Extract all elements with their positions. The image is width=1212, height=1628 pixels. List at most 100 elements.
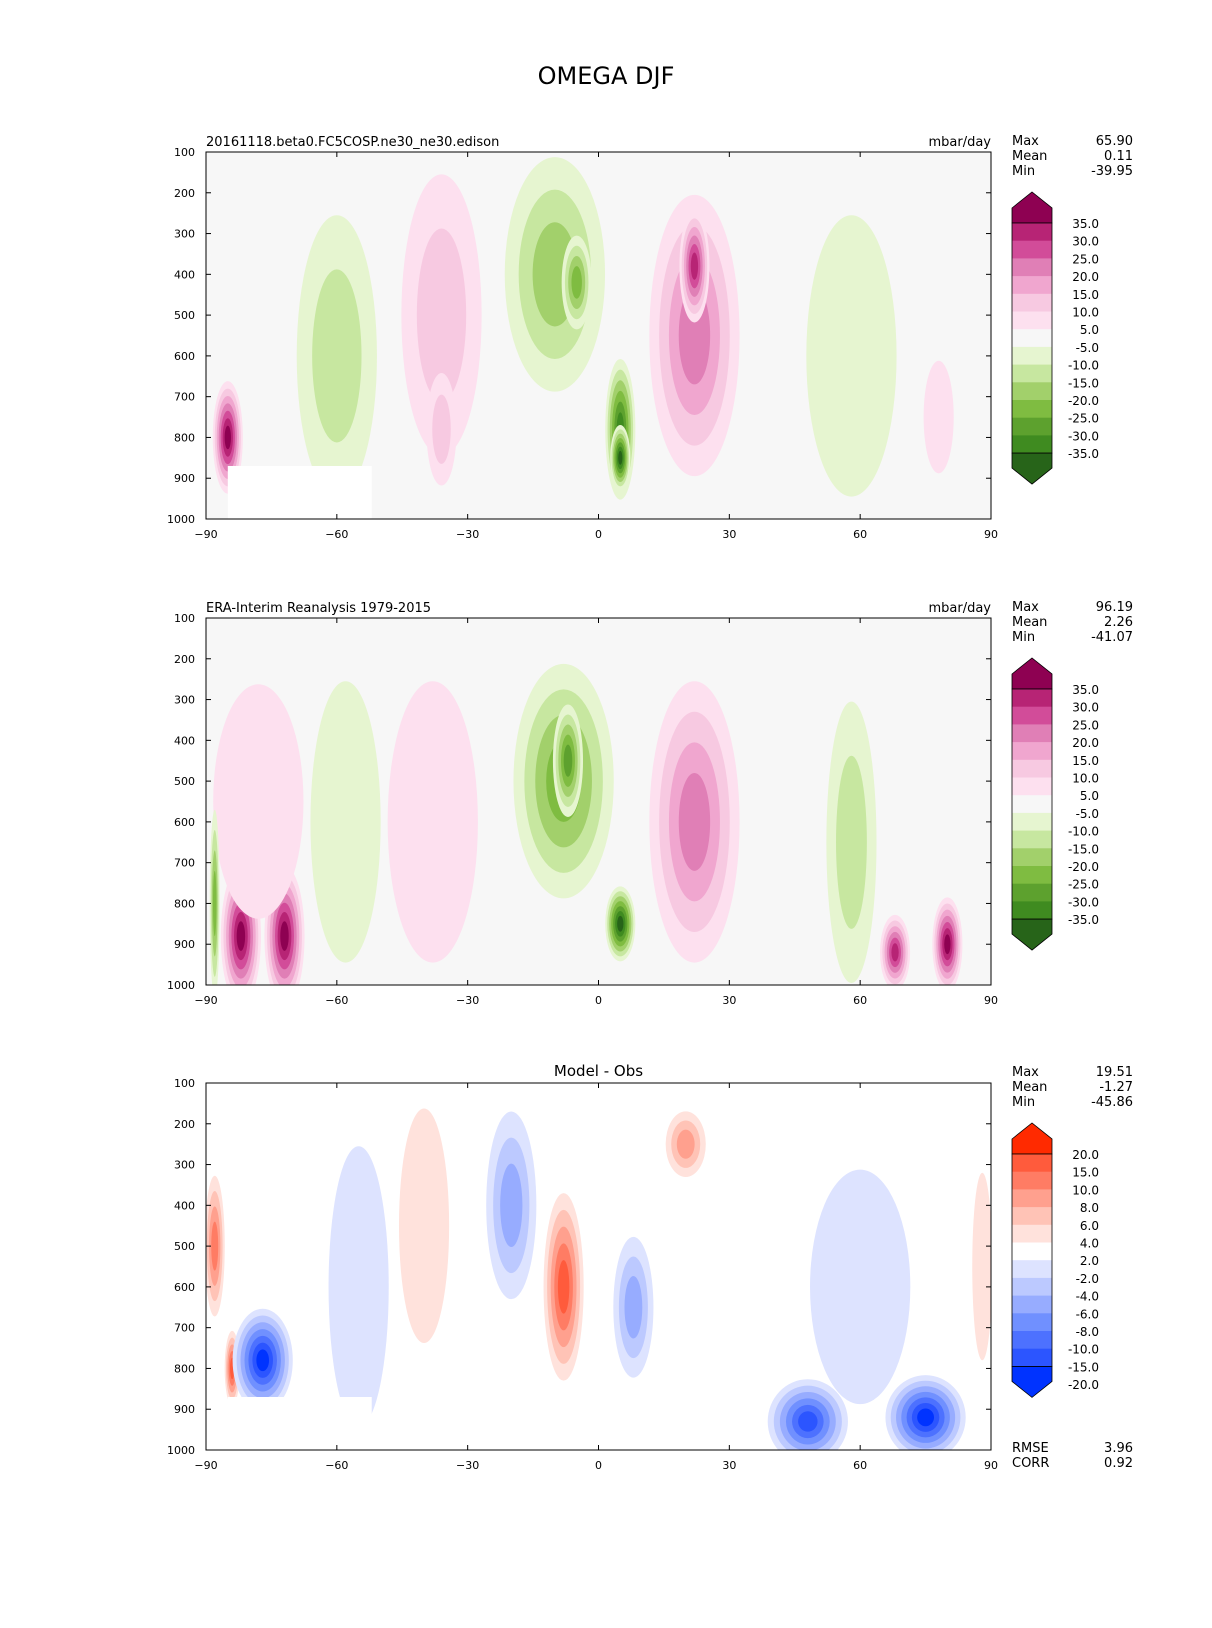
colorbar: 20.0 15.0 10.0 8.0 6.0 4.0 2.0 -2.0 -4.0 -6.0 -8.0…: [1011, 1122, 1099, 1398]
x-tick-label: −30: [456, 994, 479, 1007]
contour-cell-7-5: [557, 1260, 570, 1314]
stat-value: -41.07: [1091, 630, 1133, 645]
colorbar-segment: [1012, 1331, 1052, 1350]
colorbar-segment: [1012, 435, 1052, 454]
colorbar-label: 20.0: [1072, 736, 1099, 750]
stat-value: 0.11: [1104, 149, 1133, 164]
colorbar-label: -35.0: [1068, 913, 1099, 927]
colorbar-label: -8.0: [1076, 1325, 1099, 1339]
contour-cell-9-7: [617, 915, 624, 932]
colorbar-segment: [1012, 795, 1052, 814]
x-tick-label: −60: [325, 1459, 348, 1472]
bottom-stat-value: 3.96: [1104, 1441, 1133, 1456]
colorbar-segment: [1012, 1295, 1052, 1314]
colorbar-label: -2.0: [1076, 1272, 1099, 1286]
colorbar-segment: [1012, 883, 1052, 902]
colorbar-label: 15.0: [1072, 754, 1099, 768]
colorbar-segment: [1012, 742, 1052, 761]
contour-cell-10-6: [798, 1411, 818, 1432]
figure-title: OMEGA DJF: [538, 62, 675, 90]
contour-cell-10-6: [690, 252, 699, 280]
contour-cell-1-7: [224, 425, 231, 450]
x-tick-label: 30: [722, 528, 736, 541]
colorbar-label: -5.0: [1076, 807, 1099, 821]
colorbar-segment: [1012, 417, 1052, 436]
colorbar-segment: [1012, 276, 1052, 295]
y-tick-label: 700: [174, 1322, 195, 1335]
x-tick-label: −60: [325, 994, 348, 1007]
stat-value: 2.26: [1104, 615, 1133, 630]
x-tick-label: 60: [853, 994, 867, 1007]
y-tick-label: 100: [174, 146, 195, 159]
colorbar-segment: [1012, 812, 1052, 832]
contour-cell-3-7: [256, 1349, 270, 1372]
contour-cell-8-5: [563, 744, 573, 777]
colorbar-label: 35.0: [1072, 683, 1099, 697]
stat-label: Max: [1012, 1065, 1039, 1080]
y-tick-label: 300: [174, 694, 195, 707]
colorbar-label: 8.0: [1080, 1201, 1099, 1215]
x-tick-label: −90: [194, 994, 217, 1007]
contour-cell-5-1: [310, 681, 381, 963]
y-tick-label: 900: [174, 1403, 195, 1416]
contour-cell-12-6: [891, 943, 899, 962]
colorbar-label: 4.0: [1080, 1237, 1099, 1251]
colorbar-segment: [1012, 1207, 1052, 1226]
contour-cell-9-3: [676, 1129, 695, 1159]
bottom-stat-label: RMSE: [1012, 1441, 1049, 1456]
colorbar-label: 30.0: [1072, 701, 1099, 715]
contour-cell-8-7: [618, 450, 623, 465]
colorbar-label: -15.0: [1068, 842, 1099, 856]
contour-cell-12-1: [923, 360, 954, 474]
colorbar-frame: [1011, 222, 1053, 454]
y-tick-label: 100: [174, 612, 195, 625]
colorbar-label: -20.0: [1068, 860, 1099, 874]
bottom-stat-label: CORR: [1012, 1456, 1049, 1471]
contour-cell-3-2: [416, 228, 467, 402]
y-tick-label: 400: [174, 268, 195, 281]
y-tick-label: 200: [174, 653, 195, 666]
stat-value: 65.90: [1096, 134, 1133, 149]
contour-cell-4-1: [328, 1146, 389, 1428]
x-tick-label: −30: [456, 528, 479, 541]
topography-mask: [227, 465, 372, 519]
contour-cell-8-3: [624, 1276, 643, 1339]
y-tick-label: 500: [174, 309, 195, 322]
y-tick-label: 700: [174, 857, 195, 870]
stat-label: Min: [1012, 164, 1035, 179]
colorbar-segment: [1012, 240, 1052, 259]
x-tick-label: 90: [984, 528, 998, 541]
x-tick-label: −90: [194, 528, 217, 541]
colorbar-label: -25.0: [1068, 412, 1099, 426]
x-tick-label: −90: [194, 1459, 217, 1472]
y-tick-label: 1000: [167, 513, 195, 526]
colorbar-label: 5.0: [1080, 789, 1099, 803]
colorbar-segment: [1012, 1224, 1052, 1243]
colorbar-segment: [1012, 1154, 1052, 1173]
colorbar-label: 25.0: [1072, 252, 1099, 266]
colorbar-segment: [1012, 364, 1052, 383]
x-tick-label: 60: [853, 1459, 867, 1472]
colorbar-label: 25.0: [1072, 718, 1099, 732]
colorbar-frame: [1011, 688, 1053, 920]
y-tick-label: 1000: [167, 1444, 195, 1457]
contour-cell-6-4: [571, 266, 582, 299]
contour-cell-5-1: [398, 1108, 450, 1343]
colorbar-label: 10.0: [1072, 772, 1099, 786]
stat-label: Max: [1012, 134, 1039, 149]
colorbar-label: -6.0: [1076, 1307, 1099, 1321]
y-tick-label: 800: [174, 431, 195, 444]
colorbar-label: -30.0: [1068, 895, 1099, 909]
stat-value: 96.19: [1096, 600, 1133, 615]
stat-label: Max: [1012, 600, 1039, 615]
colorbar-segment: [1012, 759, 1052, 778]
contour-cell-11-7: [917, 1408, 935, 1427]
x-tick-label: 0: [595, 994, 602, 1007]
colorbar-segment: [1012, 223, 1052, 242]
y-tick-label: 500: [174, 1240, 195, 1253]
